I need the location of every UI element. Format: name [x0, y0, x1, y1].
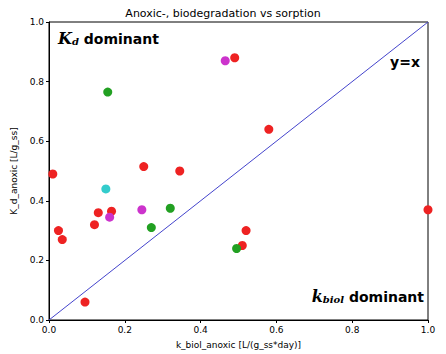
svg-text:0.0: 0.0	[42, 325, 57, 335]
svg-text:0.2: 0.2	[118, 325, 132, 335]
svg-text:dominant: dominant	[79, 31, 159, 47]
svg-text:0.4: 0.4	[193, 325, 208, 335]
svg-text:0.6: 0.6	[30, 136, 45, 146]
svg-text:1.0: 1.0	[30, 17, 45, 27]
svg-text:K: K	[57, 29, 73, 48]
svg-text:K_d_anoxic [L/g_ss]: K_d_anoxic [L/g_ss]	[9, 127, 19, 214]
svg-text:0.2: 0.2	[30, 255, 44, 265]
svg-text:0.0: 0.0	[30, 315, 45, 325]
svg-text:d: d	[72, 36, 79, 47]
svg-text:0.8: 0.8	[30, 77, 45, 87]
svg-text:k: k	[312, 287, 323, 306]
svg-text:0.8: 0.8	[345, 325, 360, 335]
svg-text:biol: biol	[323, 294, 344, 305]
svg-text:dominant: dominant	[344, 289, 424, 305]
svg-text:y=x: y=x	[390, 54, 420, 70]
svg-text:0.4: 0.4	[30, 196, 45, 206]
svg-text:k_biol_anoxic [L/(g_ss*day)]: k_biol_anoxic [L/(g_ss*day)]	[176, 340, 301, 350]
svg-text:0.6: 0.6	[269, 325, 284, 335]
svg-text:1.0: 1.0	[421, 325, 436, 335]
svg-text:Anoxic-, biodegradation vs sor: Anoxic-, biodegradation vs sorption	[125, 7, 320, 20]
